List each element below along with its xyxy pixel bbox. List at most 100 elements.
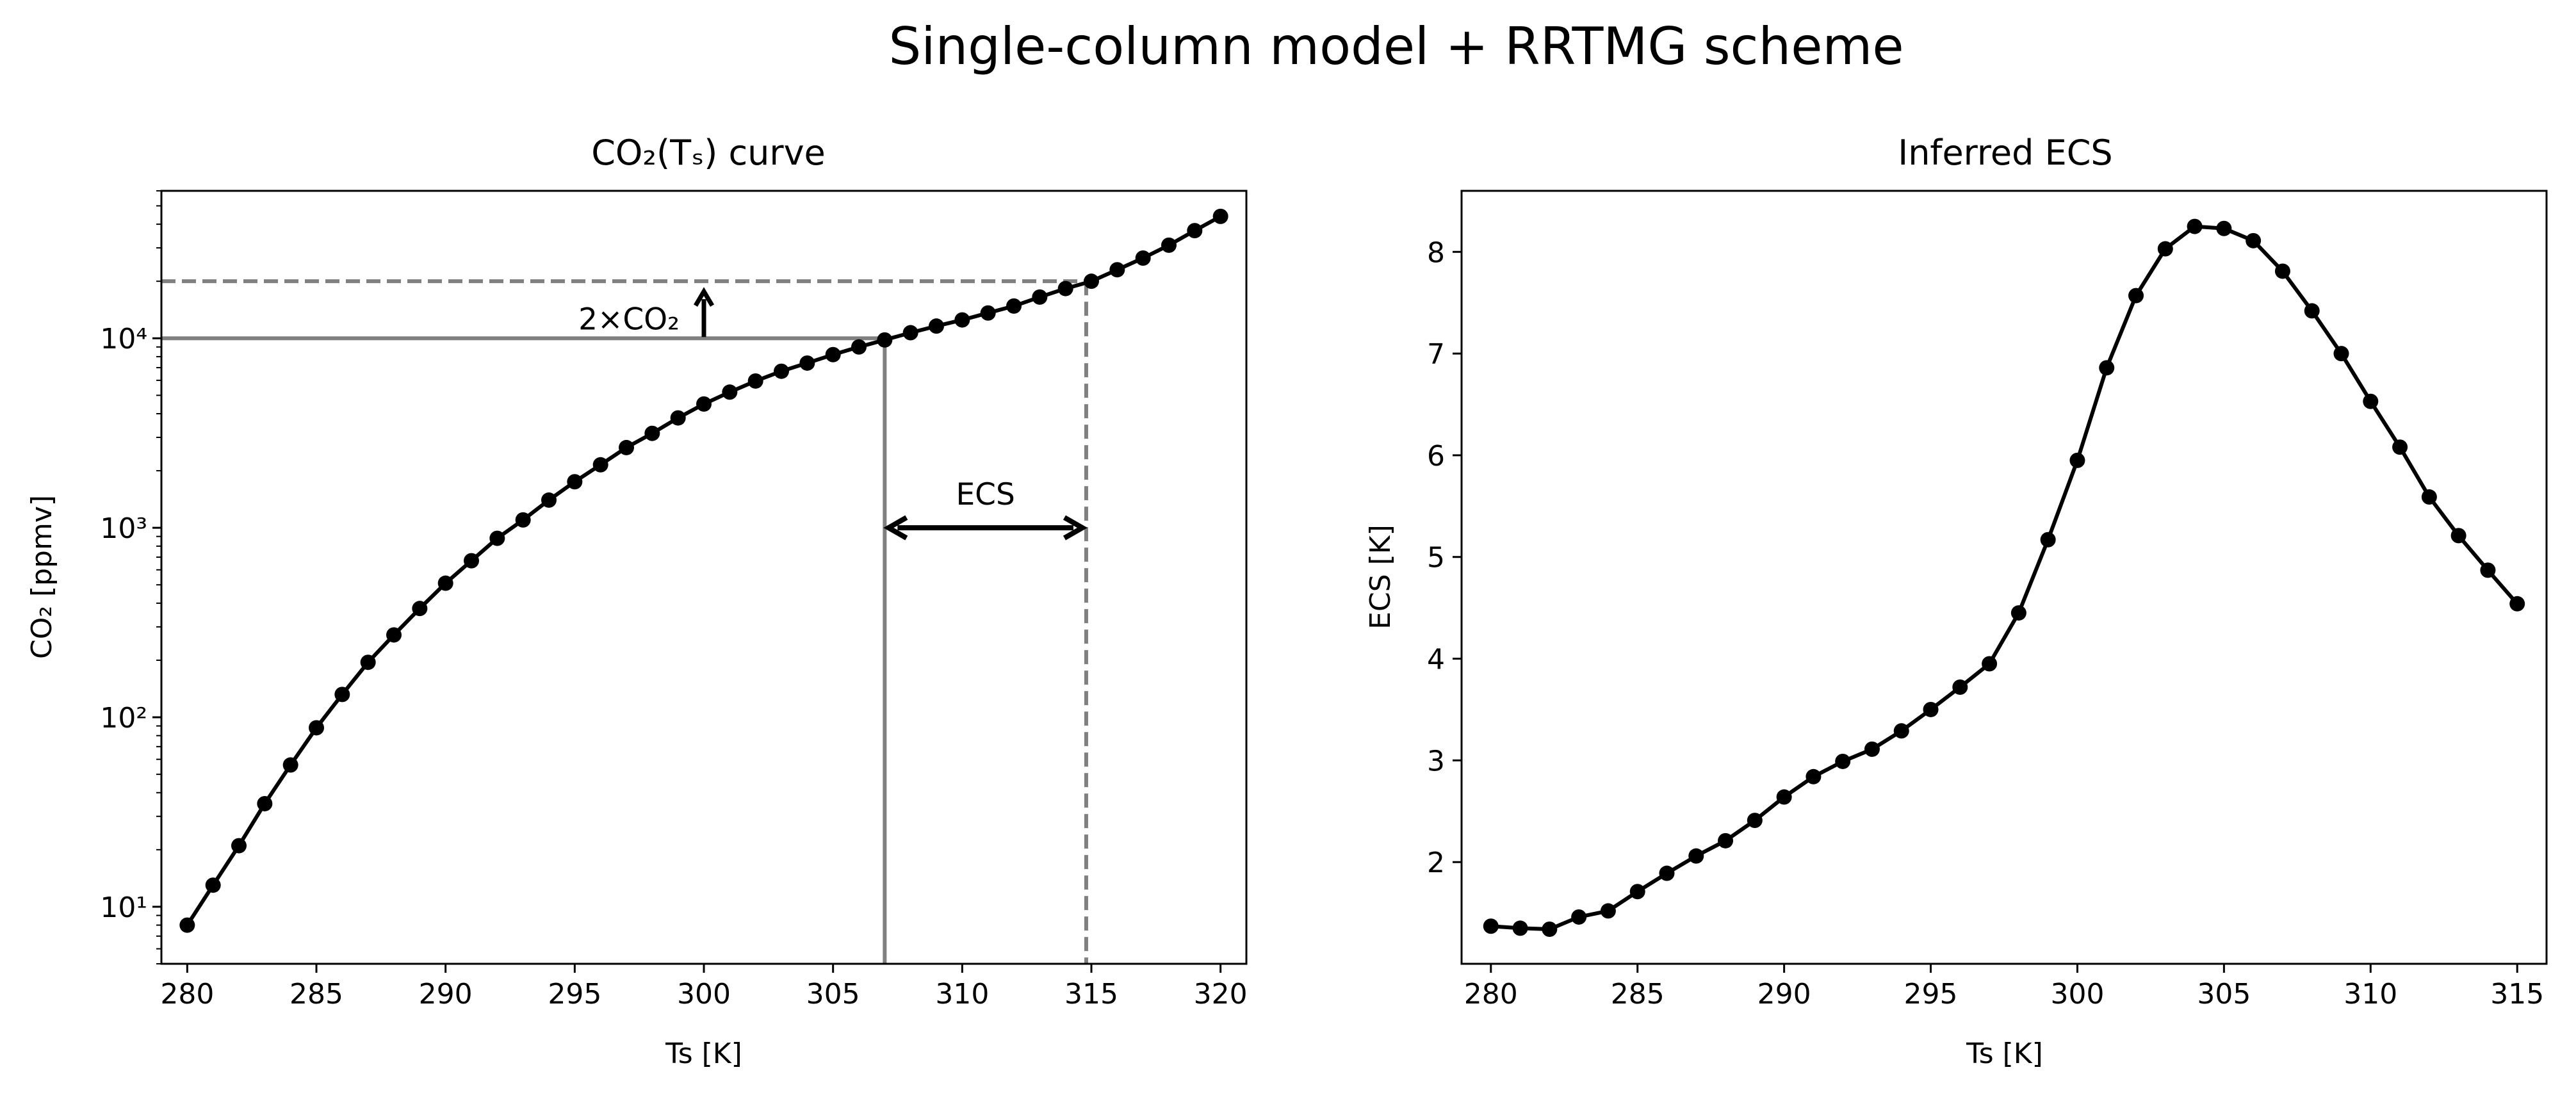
left-data-point xyxy=(489,530,505,546)
left-x-tick-label: 320 xyxy=(1194,978,1248,1011)
right-data-point xyxy=(1483,918,1499,934)
left-data-point xyxy=(541,492,557,508)
left-data-point xyxy=(1187,223,1203,239)
left-y-axis-label: CO₂ [ppmv] xyxy=(26,495,58,659)
left-data-point xyxy=(774,363,789,379)
left-x-tick-label: 285 xyxy=(289,978,343,1011)
right-y-tick-label: 4 xyxy=(1427,644,1445,676)
left-x-axis-label: Ts [K] xyxy=(665,1037,742,1070)
right-data-point xyxy=(2392,439,2408,455)
right-data-point xyxy=(1864,741,1880,757)
left-data-point xyxy=(851,339,867,355)
right-data-point xyxy=(1952,679,1968,695)
left-data-point xyxy=(309,720,324,736)
left-x-tick-label: 310 xyxy=(935,978,989,1011)
left-data-point xyxy=(464,553,479,569)
left-data-point xyxy=(877,332,893,348)
right-x-tick-label: 300 xyxy=(2050,978,2104,1011)
left-y-tick-label: 10³ xyxy=(100,512,147,545)
left-data-point xyxy=(412,601,428,617)
left-reference-lines xyxy=(161,279,1088,964)
left-data-point xyxy=(1161,237,1177,253)
right-data-point xyxy=(2246,232,2262,248)
right-x-tick-label: 305 xyxy=(2197,978,2251,1011)
right-x-tick-label: 315 xyxy=(2490,978,2544,1011)
left-y-ticks: 10¹ 10² 10³ 10⁴ xyxy=(100,190,161,964)
right-data-point xyxy=(1893,723,1909,739)
right-data-point xyxy=(2509,596,2525,612)
left-data-point xyxy=(696,396,712,412)
doubling-annotation-label: 2×CO₂ xyxy=(578,302,680,337)
left-x-tick-label: 295 xyxy=(548,978,601,1011)
right-data-point xyxy=(1835,753,1851,769)
left-x-tick-label: 315 xyxy=(1064,978,1118,1011)
right-y-ticks: 2 3 4 5 6 7 8 xyxy=(1427,236,1462,879)
left-data-point xyxy=(644,425,660,441)
left-data-point xyxy=(592,457,608,473)
left-data-point xyxy=(360,654,376,670)
right-y-tick-label: 3 xyxy=(1427,745,1445,777)
left-data-point xyxy=(1135,250,1151,266)
left-data-point xyxy=(386,627,402,643)
right-y-tick-label: 8 xyxy=(1427,236,1445,269)
right-data-point xyxy=(2480,562,2496,578)
right-x-tick-label: 290 xyxy=(1757,978,1811,1011)
left-data-point xyxy=(334,687,350,703)
ecs-arrow-left-head xyxy=(883,515,908,540)
co2-curve-panel: CO₂(Tₛ) curve ECS 2×CO₂ 280 285 290 295 300 30… xyxy=(26,133,1248,1070)
right-data-point xyxy=(2216,220,2232,236)
right-x-tick-label: 285 xyxy=(1611,978,1665,1011)
left-y-tick-label: 10² xyxy=(100,702,147,735)
left-data-point xyxy=(282,757,298,773)
left-data-point xyxy=(257,795,273,811)
right-data-point xyxy=(2274,263,2290,279)
right-y-tick-label: 5 xyxy=(1427,542,1445,574)
left-data-point xyxy=(1212,208,1228,224)
left-x-tick-label: 305 xyxy=(806,978,860,1011)
left-data-point xyxy=(929,318,944,334)
right-y-axis-label: ECS [K] xyxy=(1364,524,1397,630)
left-x-tick-label: 290 xyxy=(419,978,473,1011)
left-data-point xyxy=(619,439,634,455)
right-data-point xyxy=(2363,393,2379,409)
left-annotations: ECS 2×CO₂ xyxy=(578,287,1088,540)
left-data-point xyxy=(954,312,970,328)
right-data-point xyxy=(2421,489,2437,505)
right-data-point xyxy=(2128,288,2144,304)
left-series xyxy=(179,208,1228,933)
left-y-tick-label: 10¹ xyxy=(100,891,147,924)
left-y-tick-label: 10⁴ xyxy=(100,323,147,355)
left-data-point xyxy=(205,877,221,893)
left-data-point xyxy=(902,325,918,341)
left-x-ticks: 280 285 290 295 300 305 310 315 320 xyxy=(160,964,1248,1011)
right-data-point xyxy=(2099,360,2115,376)
left-data-point xyxy=(825,346,841,362)
right-x-ticks: 280 285 290 295 300 305 310 315 xyxy=(1464,964,2544,1011)
left-panel-title: CO₂(Tₛ) curve xyxy=(591,133,826,173)
right-data-point xyxy=(1659,865,1675,881)
right-data-point xyxy=(1542,922,1558,938)
left-data-point xyxy=(515,512,531,528)
left-data-point xyxy=(1006,298,1022,314)
right-y-tick-label: 2 xyxy=(1427,847,1445,879)
right-data-point xyxy=(1629,884,1645,900)
left-data-point xyxy=(179,917,195,933)
left-data-point xyxy=(799,355,815,371)
right-data-point xyxy=(1571,909,1587,925)
left-data-point xyxy=(231,838,247,854)
right-y-tick-label: 6 xyxy=(1427,440,1445,473)
right-data-point xyxy=(2010,605,2026,621)
right-data-point xyxy=(2040,532,2056,548)
right-data-point xyxy=(1776,789,1792,805)
left-data-point xyxy=(747,373,763,389)
right-panel-title: Inferred ECS xyxy=(1898,133,2112,173)
right-data-point xyxy=(2157,241,2173,257)
left-data-point xyxy=(1109,262,1125,278)
right-x-tick-label: 280 xyxy=(1464,978,1518,1011)
right-data-point xyxy=(2304,303,2320,319)
right-data-point xyxy=(2069,452,2085,468)
right-series xyxy=(1483,218,2525,938)
right-data-point xyxy=(1806,768,1822,784)
right-data-point xyxy=(1747,813,1763,829)
